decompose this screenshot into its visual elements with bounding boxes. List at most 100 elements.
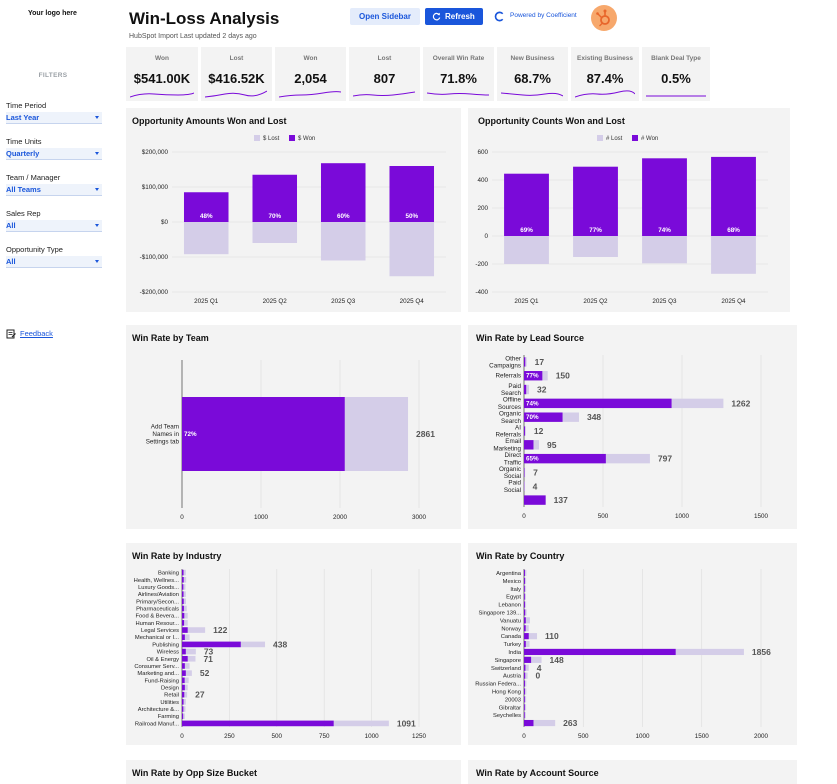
data-label: 48% (200, 213, 213, 220)
powered-by[interactable]: Powered by Coefficient (494, 11, 577, 22)
total-bar (524, 617, 530, 624)
won-bar (524, 696, 525, 703)
kpi-value: $416.52K (208, 71, 265, 86)
total-label: 150 (556, 371, 570, 381)
total-label: 52 (200, 668, 210, 678)
kpi-won-amount: Won $541.00K (126, 47, 198, 101)
won-bar (524, 680, 525, 687)
won-bar (182, 584, 184, 590)
category-label: Email (505, 438, 521, 445)
x-tick-label: 0 (522, 733, 526, 740)
total-bar (524, 688, 527, 695)
total-bar (182, 663, 190, 669)
category-label: Settings tab (146, 438, 180, 445)
refresh-icon (432, 12, 441, 21)
legend-label: $ Won (298, 135, 316, 142)
won-bar (524, 712, 525, 719)
category-label: Consumer Serv... (134, 664, 179, 670)
won-bar (182, 605, 184, 612)
total-bar (182, 691, 188, 698)
total-bar (182, 655, 196, 662)
category-label: Argentina (496, 571, 522, 577)
won-bar (182, 569, 184, 576)
won-bar (524, 617, 526, 624)
category-label: Austria (503, 674, 522, 680)
won-bar (182, 634, 185, 641)
total-label: 73 (204, 647, 214, 657)
category-label: Legal Services (141, 628, 179, 634)
won-bar (182, 706, 184, 712)
sales-rep-select[interactable]: All (6, 220, 102, 232)
won-bar (524, 426, 525, 436)
filter-time-period: Time Period Last Year (6, 101, 102, 124)
x-tick-label: 2000 (333, 514, 348, 521)
win-rate-label: 65% (526, 456, 539, 463)
kpi-sparkline (575, 90, 635, 98)
kpi-sparkline (130, 92, 194, 98)
total-label: 71 (203, 654, 213, 664)
win-rate-country-panel: Win Rate by Country 0 500 1000 1500 2000 Arge… (468, 543, 797, 745)
total-bar (182, 706, 186, 712)
total-bar (524, 633, 538, 640)
kpi-lost-count: Lost 807 (349, 47, 420, 101)
panel-title: Win Rate by Country (476, 551, 565, 561)
won-bar (524, 453, 606, 464)
filter-label: Opportunity Type (6, 245, 63, 254)
counts-won-lost-panel: Opportunity Counts Won and Lost # Lost #… (468, 108, 790, 312)
total-bar (182, 591, 186, 597)
total-bar (524, 609, 527, 616)
total-bar (182, 713, 185, 720)
open-sidebar-button[interactable]: Open Sidebar (350, 8, 420, 25)
kpi-label: Lost (229, 55, 244, 62)
total-bar (524, 569, 527, 577)
filter-label: Team / Manager (6, 173, 61, 182)
category-label: Other (505, 355, 521, 362)
filter-label: Sales Rep (6, 209, 41, 218)
chart-legend: # Lost # Won (597, 135, 666, 142)
x-tick-label: 1000 (254, 514, 269, 521)
x-tick-label: 2025 Q4 (721, 298, 746, 305)
total-bar (524, 719, 556, 727)
won-bar (320, 163, 366, 222)
feedback-link[interactable]: Feedback (20, 329, 53, 338)
category-label: Gibraltar (499, 705, 521, 711)
time-period-select[interactable]: Last Year (6, 112, 102, 124)
category-label: Referrals (495, 373, 521, 380)
total-bar (524, 625, 529, 632)
won-bar (252, 174, 298, 222)
x-tick-label: 2025 Q2 (583, 298, 608, 305)
total-label: 4 (533, 481, 538, 491)
won-bar (524, 664, 526, 671)
time-units-select[interactable]: Quarterly (6, 148, 102, 160)
lost-bar (320, 222, 366, 261)
won-bar (524, 412, 563, 422)
caret-down-icon (95, 224, 99, 227)
category-label: Norway (501, 626, 521, 632)
kpi-label: Blank Deal Type (651, 55, 701, 62)
category-label: Hong Kong (492, 689, 521, 695)
kpi-new-business: New Business 68.7% (497, 47, 568, 101)
amounts-bar-chart: $200,000 $100,000 $0 -$100,000 -$200,000 48% 2… (140, 149, 446, 305)
kpi-sparkline (501, 92, 563, 97)
logo-placeholder: Your logo here (28, 10, 77, 17)
x-tick-label: 2025 Q1 (514, 298, 539, 305)
total-bar (182, 584, 186, 590)
opportunity-type-select[interactable]: All (6, 256, 102, 268)
x-tick-label: 500 (272, 733, 283, 740)
won-bar (524, 601, 525, 608)
refresh-button[interactable]: Refresh (425, 8, 483, 25)
legend-item-lost: # Lost (597, 135, 622, 142)
kpi-value: $541.00K (133, 71, 191, 86)
total-bar (182, 627, 206, 633)
total-bar (182, 634, 190, 641)
team-manager-select[interactable]: All Teams (6, 184, 102, 196)
y-tick-label: -$100,000 (140, 254, 169, 261)
category-label: Banking (158, 571, 179, 577)
win-rate-team-panel: Win Rate by Team 0 1000 2000 3000 Add Team Na… (126, 325, 461, 529)
kpi-sparkline (646, 95, 706, 97)
won-bar (182, 648, 186, 655)
won-bar (182, 684, 185, 691)
total-label: 122 (213, 625, 227, 635)
category-label: Mechanical or I... (135, 635, 180, 641)
